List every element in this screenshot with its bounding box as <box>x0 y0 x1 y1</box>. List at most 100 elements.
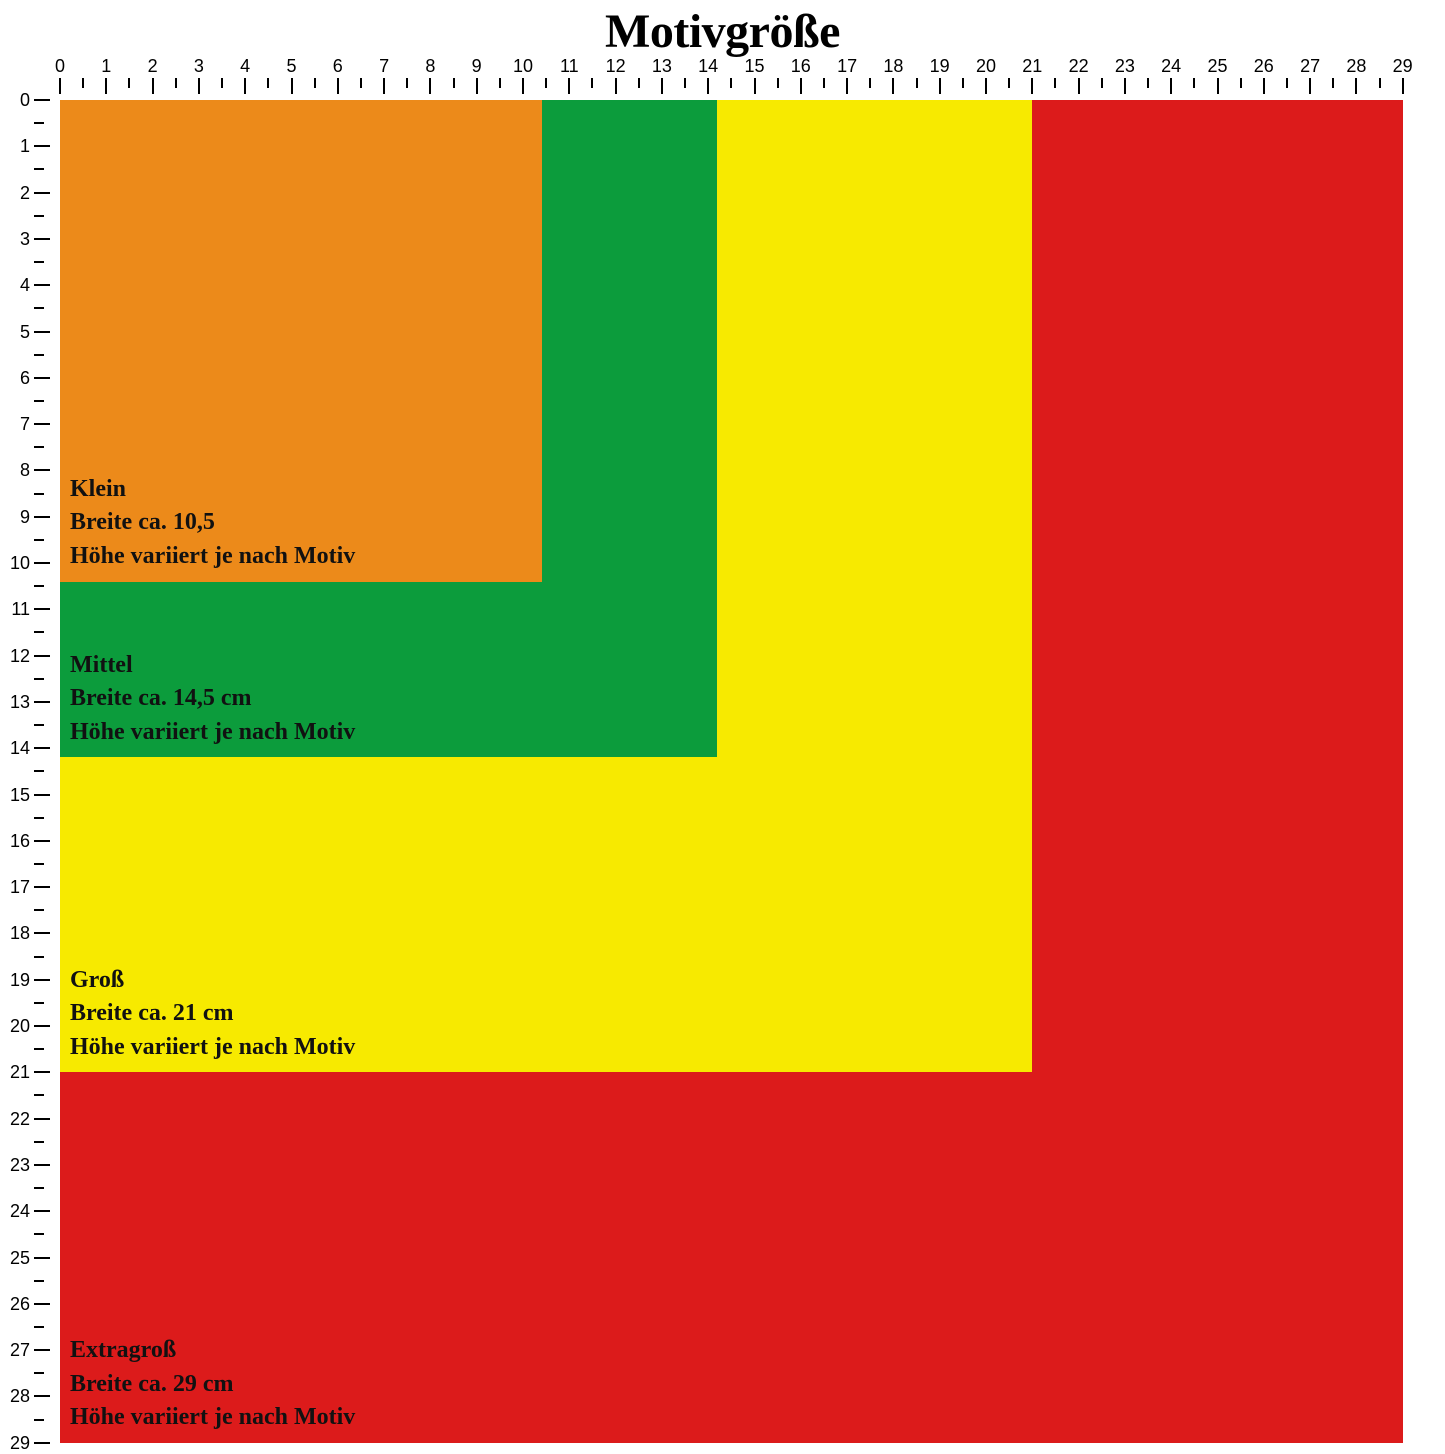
ruler-left-tick-minor <box>34 909 44 911</box>
size-width-line: Breite ca. 10,5 <box>70 506 355 540</box>
size-name: Klein <box>70 473 355 507</box>
size-height-line: Höhe variiert je nach Motiv <box>70 716 355 750</box>
ruler-left-number: 6 <box>0 368 30 389</box>
ruler-top: 0123456789101112131415161718192021222324… <box>0 56 1445 100</box>
ruler-top-tick-major <box>846 78 848 94</box>
ruler-top-tick-major <box>152 78 154 94</box>
ruler-left-tick-major <box>34 1395 50 1397</box>
ruler-top-tick-major <box>522 78 524 94</box>
ruler-top-tick-minor <box>1286 78 1288 88</box>
ruler-left-tick-major <box>34 331 50 333</box>
ruler-left-tick-minor <box>34 585 44 587</box>
ruler-left-tick-minor <box>34 1280 44 1282</box>
ruler-top-tick-major <box>1309 78 1311 94</box>
ruler-left-tick-major <box>34 840 50 842</box>
ruler-left-tick-major <box>34 655 50 657</box>
ruler-left-tick-minor <box>34 1141 44 1143</box>
ruler-top-tick-major <box>985 78 987 94</box>
ruler-left-tick-minor <box>34 770 44 772</box>
ruler-top-number: 15 <box>740 56 770 77</box>
ruler-left-tick-major <box>34 145 50 147</box>
ruler-top-tick-major <box>1217 78 1219 94</box>
size-label-gross: GroßBreite ca. 21 cmHöhe variiert je nac… <box>70 964 355 1065</box>
ruler-top-tick-major <box>800 78 802 94</box>
ruler-top-number: 5 <box>277 56 307 77</box>
ruler-left-tick-minor <box>34 168 44 170</box>
ruler-left-number: 10 <box>0 553 30 574</box>
ruler-left-tick-minor <box>34 400 44 402</box>
ruler-top-number: 23 <box>1110 56 1140 77</box>
size-label-extragross: ExtragroßBreite ca. 29 cmHöhe variiert j… <box>70 1334 355 1435</box>
ruler-top-tick-minor <box>406 78 408 88</box>
ruler-top-tick-minor <box>128 78 130 88</box>
ruler-left-number: 7 <box>0 414 30 435</box>
ruler-top-tick-major <box>661 78 663 94</box>
ruler-top-tick-minor <box>267 78 269 88</box>
ruler-left-tick-major <box>34 1118 50 1120</box>
ruler-left-tick-major <box>34 794 50 796</box>
ruler-left-tick-minor <box>34 307 44 309</box>
ruler-left-tick-major <box>34 1349 50 1351</box>
ruler-top-number: 19 <box>925 56 955 77</box>
ruler-left-tick-major <box>34 1257 50 1259</box>
ruler-left: 0123456789101112131415161718192021222324… <box>0 0 60 1445</box>
ruler-left-tick-minor <box>34 261 44 263</box>
ruler-top-tick-minor <box>1332 78 1334 88</box>
ruler-top-tick-major <box>429 78 431 94</box>
ruler-left-tick-major <box>34 701 50 703</box>
ruler-left-tick-minor <box>34 1326 44 1328</box>
ruler-top-number: 26 <box>1249 56 1279 77</box>
ruler-top-tick-major <box>615 78 617 94</box>
ruler-top-tick-major <box>1078 78 1080 94</box>
ruler-top-number: 8 <box>415 56 445 77</box>
ruler-top-tick-minor <box>1008 78 1010 88</box>
size-height-line: Höhe variiert je nach Motiv <box>70 1401 355 1435</box>
ruler-left-number: 19 <box>0 970 30 991</box>
ruler-top-tick-minor <box>916 78 918 88</box>
ruler-top-tick-major <box>892 78 894 94</box>
ruler-top-number: 18 <box>878 56 908 77</box>
size-height-line: Höhe variiert je nach Motiv <box>70 1031 355 1065</box>
ruler-left-number: 2 <box>0 183 30 204</box>
ruler-left-number: 21 <box>0 1062 30 1083</box>
ruler-top-tick-minor <box>730 78 732 88</box>
ruler-top-tick-minor <box>1101 78 1103 88</box>
ruler-top-tick-major <box>939 78 941 94</box>
ruler-left-tick-minor <box>34 1372 44 1374</box>
ruler-left-tick-major <box>34 469 50 471</box>
ruler-top-tick-minor <box>591 78 593 88</box>
ruler-left-number: 0 <box>0 90 30 111</box>
ruler-top-tick-major <box>105 78 107 94</box>
ruler-left-number: 8 <box>0 460 30 481</box>
ruler-top-tick-minor <box>314 78 316 88</box>
ruler-left-number: 14 <box>0 738 30 759</box>
chart-title: Motivgröße <box>0 4 1445 59</box>
ruler-left-tick-minor <box>34 122 44 124</box>
ruler-top-number: 9 <box>462 56 492 77</box>
ruler-top-tick-minor <box>684 78 686 88</box>
ruler-left-number: 11 <box>0 599 30 620</box>
ruler-left-tick-major <box>34 1210 50 1212</box>
ruler-left-tick-major <box>34 886 50 888</box>
ruler-top-number: 20 <box>971 56 1001 77</box>
ruler-left-tick-minor <box>34 215 44 217</box>
ruler-left-tick-minor <box>34 1187 44 1189</box>
ruler-left-tick-minor <box>34 863 44 865</box>
ruler-top-number: 11 <box>554 56 584 77</box>
ruler-top-number: 25 <box>1203 56 1233 77</box>
ruler-left-tick-major <box>34 516 50 518</box>
ruler-left-number: 16 <box>0 831 30 852</box>
size-width-line: Breite ca. 21 cm <box>70 997 355 1031</box>
ruler-top-number: 22 <box>1064 56 1094 77</box>
ruler-top-tick-major <box>1263 78 1265 94</box>
ruler-top-tick-major <box>476 78 478 94</box>
ruler-left-tick-minor <box>34 678 44 680</box>
ruler-top-tick-minor <box>777 78 779 88</box>
ruler-top-tick-major <box>244 78 246 94</box>
size-label-mittel: MittelBreite ca. 14,5 cmHöhe variiert je… <box>70 649 355 750</box>
ruler-left-number: 26 <box>0 1294 30 1315</box>
ruler-top-tick-minor <box>453 78 455 88</box>
ruler-top-number: 13 <box>647 56 677 77</box>
ruler-left-tick-major <box>34 979 50 981</box>
ruler-left-tick-major <box>34 1164 50 1166</box>
